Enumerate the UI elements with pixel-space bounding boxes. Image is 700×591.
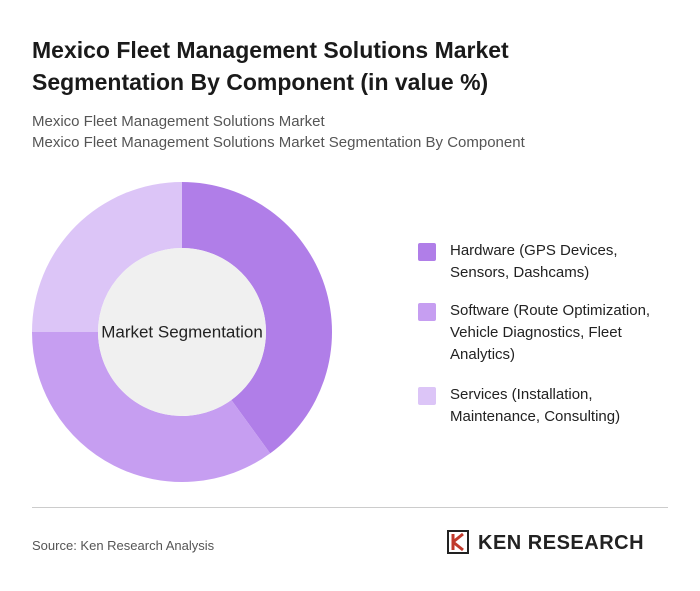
divider: [32, 507, 668, 508]
donut-slice: [32, 332, 271, 482]
brand: KEN RESEARCH: [478, 532, 645, 554]
donut-chart: Market Segmentation: [32, 182, 332, 482]
legend-label: Software (Route Optimization, Vehicle Di…: [450, 302, 651, 363]
legend-label: Services (Installation, Maintenance, Con…: [450, 386, 621, 425]
donut-hole: [98, 248, 266, 416]
legend-swatch: [418, 243, 436, 261]
source: Source: Ken Research Analysis: [32, 538, 215, 553]
subtitle: Mexico Fleet Management Solutions Market…: [32, 134, 525, 151]
chart-title: Mexico Fleet Management Solutions Market…: [32, 37, 509, 95]
donut-slice: [32, 182, 182, 332]
legend-swatch: [418, 387, 436, 405]
donut-slice: [182, 182, 332, 454]
subtitle: Mexico Fleet Management Solutions Market: [32, 113, 325, 130]
center-label: Market Segmentation: [101, 322, 263, 341]
legend-label: Hardware (GPS Devices, Sensors, Dashcams…: [450, 242, 618, 281]
legend-swatch: [418, 303, 436, 321]
brand-icon: [447, 530, 469, 554]
